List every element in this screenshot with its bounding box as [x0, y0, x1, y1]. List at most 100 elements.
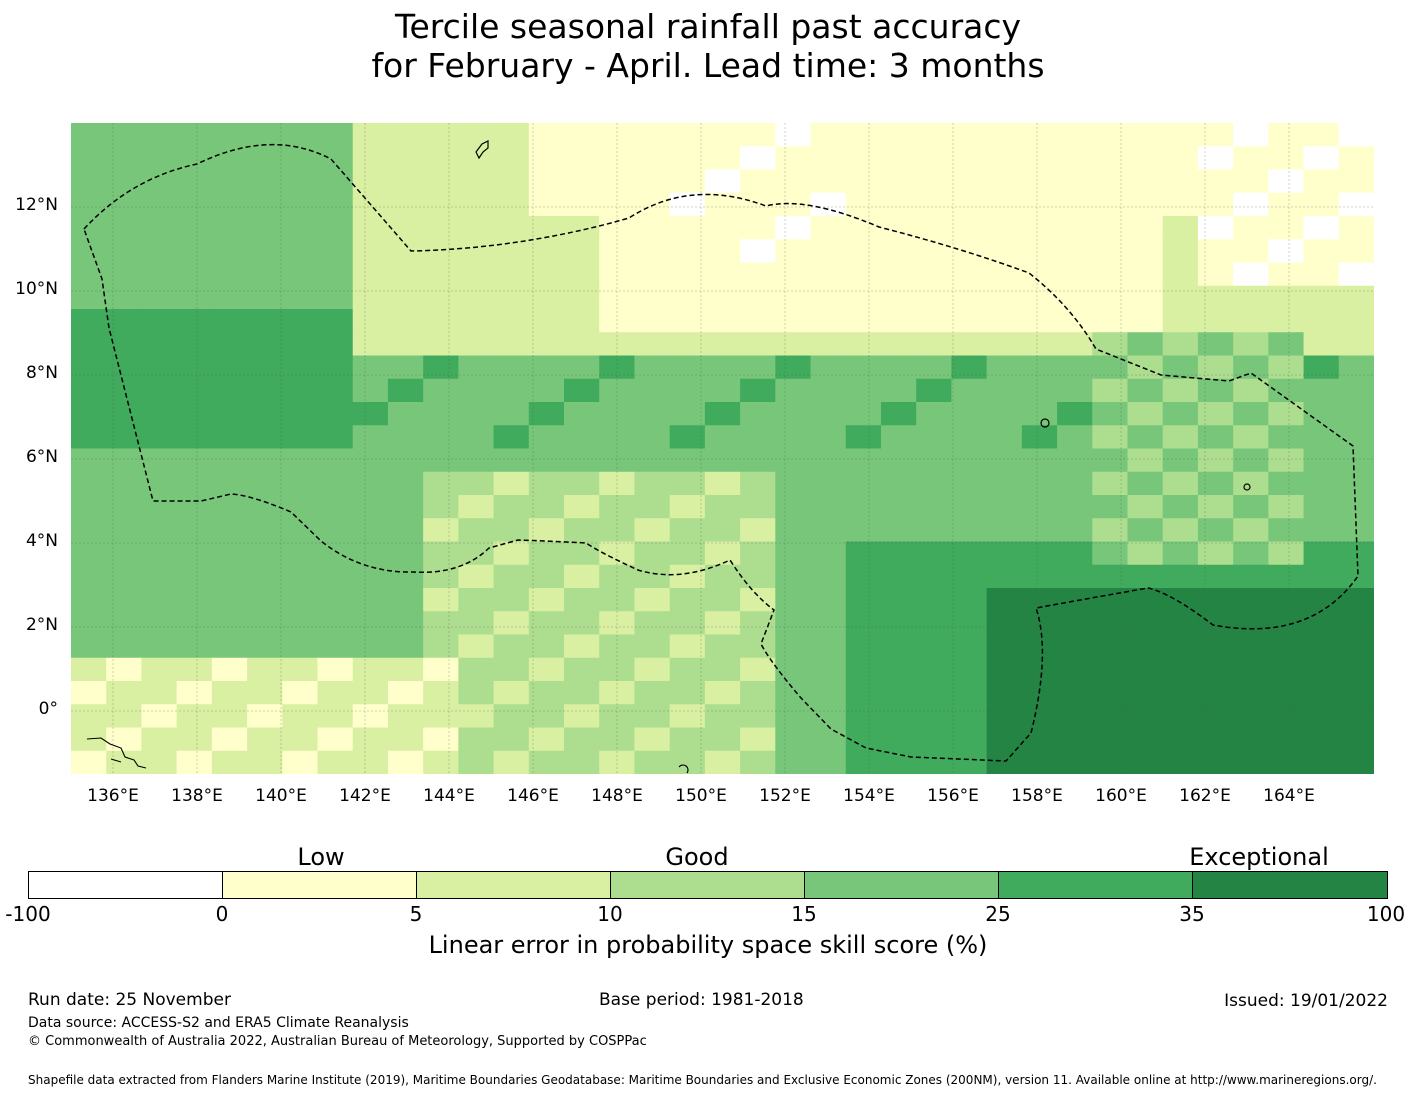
- skill-cell: [634, 750, 671, 774]
- skill-cell: [458, 564, 495, 589]
- skill-cell: [1338, 262, 1374, 287]
- skill-cell: [352, 285, 389, 310]
- skill-cell: [880, 309, 917, 333]
- skill-cell: [247, 123, 283, 147]
- skill-cell: [493, 402, 530, 426]
- skill-cell: [810, 402, 847, 426]
- skill-cell: [810, 332, 847, 357]
- skill-cell: [810, 123, 847, 147]
- skill-cell: [528, 425, 565, 450]
- skill-cell: [986, 239, 1023, 264]
- skill-cell: [986, 355, 1023, 380]
- lat-label-10n: 10°N: [15, 279, 58, 299]
- skill-cell: [493, 262, 530, 287]
- skill-cell: [599, 727, 636, 752]
- skill-cell: [247, 588, 283, 612]
- skill-cell: [106, 727, 143, 752]
- skill-cell: [704, 634, 741, 659]
- skill-cell: [880, 681, 917, 705]
- skill-cell: [458, 285, 495, 310]
- skill-cell: [951, 146, 988, 171]
- skill-cell: [317, 285, 354, 310]
- skill-cell: [106, 564, 143, 589]
- skill-cell: [810, 425, 847, 450]
- skill-cell: [704, 588, 741, 612]
- skill-cell: [528, 704, 565, 729]
- skill-cell: [1127, 216, 1164, 240]
- skill-cell: [387, 216, 424, 240]
- skill-cell: [880, 541, 917, 566]
- skill-cell: [1233, 239, 1269, 264]
- skill-cell: [211, 146, 248, 171]
- skill-cell: [106, 262, 143, 287]
- skill-cell: [1057, 681, 1093, 705]
- skill-cell: [1021, 425, 1058, 450]
- skill-cell: [211, 355, 248, 380]
- skill-cell: [1057, 216, 1093, 240]
- skill-cell: [282, 378, 319, 403]
- skill-cell: [775, 239, 812, 264]
- colorbar-segment-5: [998, 871, 1193, 899]
- skill-cell: [317, 657, 354, 682]
- skill-cell: [1057, 588, 1093, 612]
- skill-cell: [669, 169, 706, 194]
- skill-cell: [1303, 309, 1340, 333]
- skill-cell: [704, 123, 741, 147]
- skill-cell: [704, 448, 741, 473]
- skill-cell: [458, 657, 495, 682]
- skill-cell: [528, 750, 565, 774]
- skill-cell: [1057, 425, 1093, 450]
- skill-cell: [352, 541, 389, 566]
- skill-cell: [352, 332, 389, 357]
- skill-cell: [1338, 611, 1374, 636]
- skill-cell: [1021, 285, 1058, 310]
- skill-cell: [810, 378, 847, 403]
- skill-cell: [599, 216, 636, 240]
- skill-cell: [1268, 192, 1305, 217]
- skill-cell: [423, 704, 459, 729]
- skill-cell: [1021, 518, 1058, 543]
- skill-cell: [986, 448, 1023, 473]
- skill-cell: [1021, 332, 1058, 357]
- skill-cell: [916, 332, 953, 357]
- skill-cell: [634, 727, 671, 752]
- skill-cell: [1057, 495, 1093, 519]
- skill-cell: [1303, 657, 1340, 682]
- skill-cell: [669, 495, 706, 519]
- skill-cell: [423, 355, 459, 380]
- skill-cell: [775, 402, 812, 426]
- skill-cell: [704, 541, 741, 566]
- skill-cell: [669, 727, 706, 752]
- skill-cell: [951, 378, 988, 403]
- skill-cell: [1021, 123, 1058, 147]
- skill-cell: [1092, 402, 1129, 426]
- skill-cell: [1162, 448, 1199, 473]
- skill-cell: [106, 332, 143, 357]
- skill-cell: [1338, 216, 1374, 240]
- skill-cell: [1303, 216, 1340, 240]
- skill-cell: [775, 611, 812, 636]
- skill-cell: [141, 518, 178, 543]
- skill-cell: [1057, 704, 1093, 729]
- skill-cell: [986, 564, 1023, 589]
- skill-cell: [141, 425, 178, 450]
- skill-cell: [704, 285, 741, 310]
- skill-cell: [775, 425, 812, 450]
- skill-cell: [176, 727, 213, 752]
- skill-cell: [1092, 123, 1129, 147]
- skill-cell: [1162, 146, 1199, 171]
- skill-cell: [317, 634, 354, 659]
- skill-cell: [775, 727, 812, 752]
- skill-cell: [106, 355, 143, 380]
- skill-cell: [493, 332, 530, 357]
- skill-cell: [1127, 495, 1164, 519]
- skill-cell: [387, 425, 424, 450]
- skill-cell: [634, 611, 671, 636]
- lat-label-0: 0°: [38, 699, 58, 719]
- skill-cell: [493, 239, 530, 264]
- skill-cell: [141, 309, 178, 333]
- skill-cell: [282, 402, 319, 426]
- skill-cell: [669, 262, 706, 287]
- skill-cell: [1162, 309, 1199, 333]
- skill-cell: [282, 681, 319, 705]
